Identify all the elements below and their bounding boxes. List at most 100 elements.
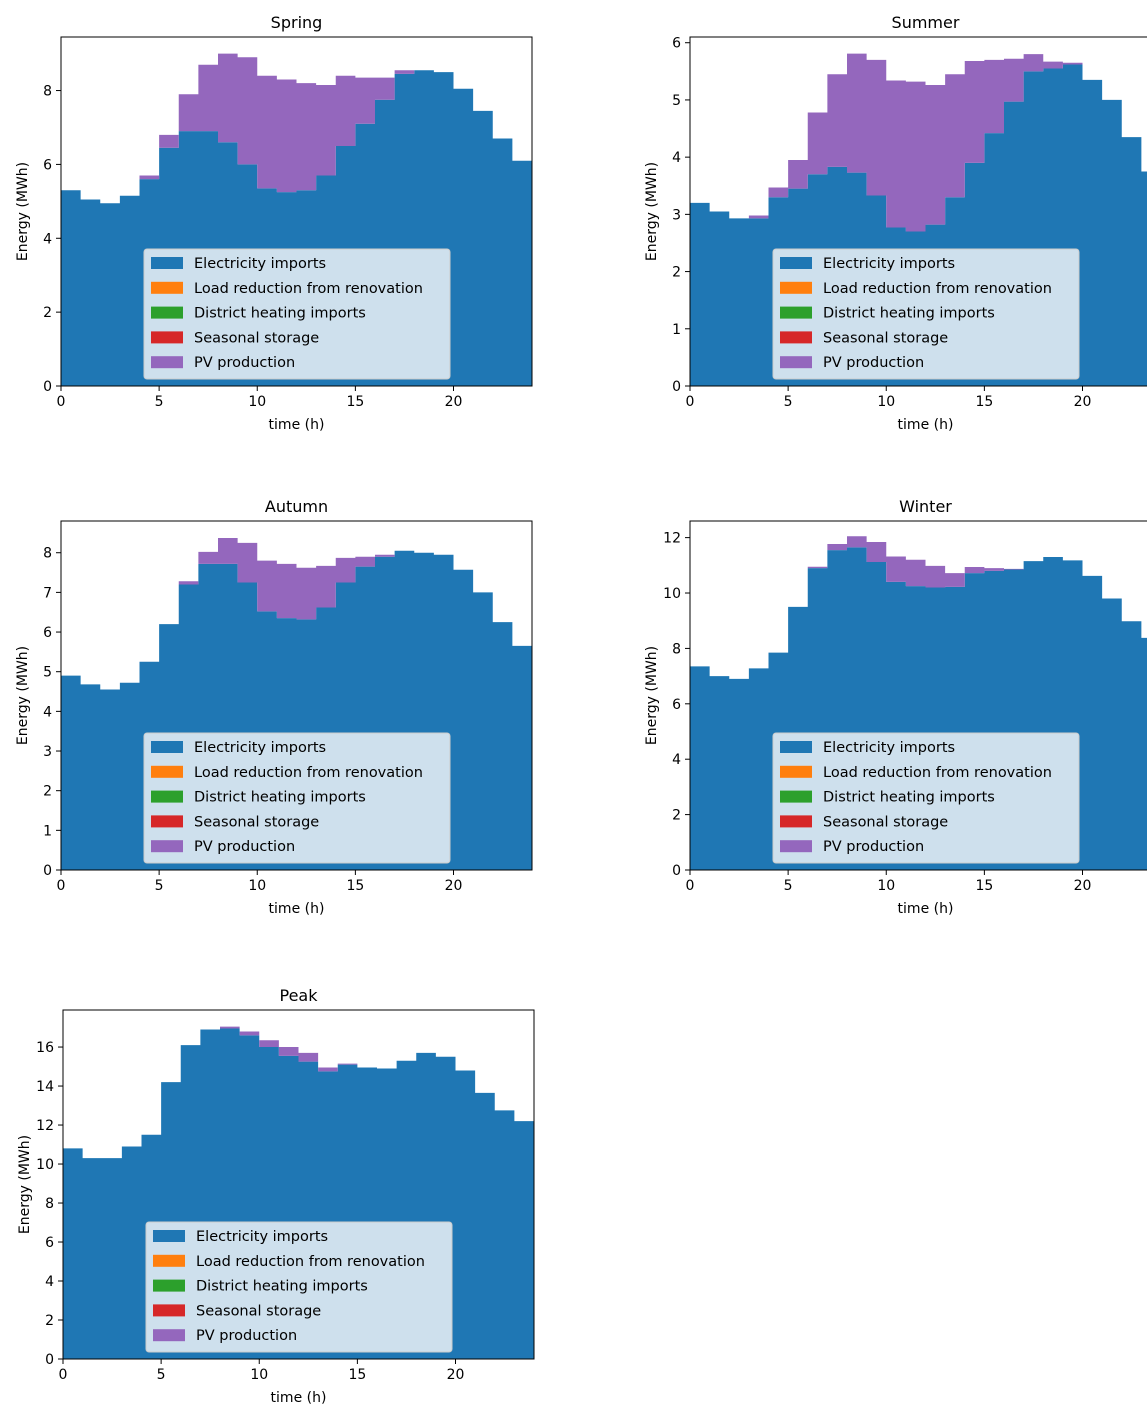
y-tick-label: 6 [43,625,52,641]
legend-label-0: Electricity imports [194,740,326,756]
legend-label-4: PV production [196,1328,297,1344]
legend-swatch-3 [780,331,812,344]
y-tick-label: 2 [45,1313,54,1329]
y-axis-label: Energy (MWh) [644,646,660,745]
legend-swatch-1 [151,281,183,294]
y-tick-label: 1 [672,322,681,338]
legend-label-2: District heating imports [194,306,366,322]
legend-label-2: District heating imports [823,306,995,322]
chart-panel-winter: 0 5 10 15 20 0 2 4 6 8 10 12 Winter time (h) Energy (M… [644,497,1147,917]
y-tick-label: 14 [36,1079,54,1095]
legend-swatch-4 [151,840,183,853]
x-tick-label: 15 [975,878,993,894]
legend-label-0: Electricity imports [196,1229,328,1245]
legend-swatch-2 [780,790,812,803]
y-tick-label: 4 [43,231,52,247]
x-axis-label: time (h) [269,901,325,917]
x-tick-label: 5 [155,394,164,410]
x-axis-label: time (h) [898,901,954,917]
y-tick-label: 2 [672,265,681,281]
y-tick-label: 8 [45,1196,54,1212]
legend-swatch-3 [780,815,812,828]
legend-swatch-2 [151,790,183,803]
legend-label-4: PV production [823,839,924,855]
legend: Electricity imports Load reduction from r… [772,248,1080,380]
y-tick-label: 8 [43,546,52,562]
legend-swatch-0 [780,257,812,269]
y-tick-label: 0 [672,379,681,395]
chart-panel-peak: 0 5 10 15 20 0 2 4 6 8 10 12 14 16 Peak time (h) Energy … [17,986,535,1406]
chart-title: Summer [892,13,960,32]
chart-panel-autumn: 0 5 10 15 20 0 1 2 3 4 5 6 7 8 Autumn time (h) Energy (M… [15,497,533,917]
x-tick-label: 10 [877,878,895,894]
axes-frame [62,1009,535,1360]
chart-title: Spring [271,13,323,32]
legend-swatch-3 [151,815,183,828]
legend-label-3: Seasonal storage [823,330,948,346]
chart-title: Autumn [265,497,328,516]
legend-label-4: PV production [194,839,295,855]
x-tick-label: 0 [59,1367,68,1383]
legend-label-0: Electricity imports [823,740,955,756]
x-tick-label: 10 [250,1367,268,1383]
x-tick-label: 10 [248,878,266,894]
chart-panel-summer: 0 5 10 15 20 0 1 2 3 4 5 6 Summer time (h) Energy (MWh… [644,13,1147,433]
legend-label-1: Load reduction from renovation [196,1254,425,1270]
legend-swatch-4 [780,356,812,369]
x-tick-label: 0 [57,878,66,894]
x-tick-label: 5 [157,1367,166,1383]
legend-box [772,248,1080,380]
y-tick-label: 16 [36,1040,54,1056]
legend-box [145,1221,453,1353]
legend-swatch-3 [153,1304,185,1317]
y-tick-label: 6 [672,697,681,713]
legend-swatch-0 [151,741,183,753]
legend: Electricity imports Load reduction from r… [143,732,451,864]
y-axis-label: Energy (MWh) [644,162,660,261]
legend-swatch-1 [780,281,812,294]
legend-label-1: Load reduction from renovation [823,765,1052,781]
y-tick-label: 5 [672,93,681,109]
y-tick-label: 2 [672,808,681,824]
x-tick-label: 20 [447,1367,465,1383]
legend-label-2: District heating imports [823,790,995,806]
y-tick-label: 4 [45,1274,54,1290]
legend-label-1: Load reduction from renovation [194,765,423,781]
y-axis-label: Energy (MWh) [17,1135,33,1234]
x-axis-label: time (h) [271,1390,327,1406]
legend-swatch-4 [153,1329,185,1342]
x-axis-label: time (h) [898,417,954,433]
x-tick-label: 15 [346,394,364,410]
legend-label-0: Electricity imports [194,256,326,272]
legend-box [772,732,1080,864]
y-tick-label: 5 [43,665,52,681]
axes-frame [689,36,1147,387]
legend-label-1: Load reduction from renovation [823,281,1052,297]
y-tick-label: 0 [672,863,681,879]
y-tick-label: 8 [43,84,52,100]
legend-label-3: Seasonal storage [196,1303,321,1319]
chart-title: Winter [899,497,952,516]
y-tick-label: 4 [672,752,681,768]
y-tick-label: 3 [672,207,681,223]
y-tick-label: 4 [43,704,52,720]
legend-swatch-2 [153,1279,185,1292]
legend-label-4: PV production [823,355,924,371]
area-series-4 [63,1026,534,1159]
legend-swatch-2 [151,306,183,319]
y-tick-label: 0 [45,1352,54,1368]
legend-swatch-4 [780,840,812,853]
y-tick-label: 8 [672,641,681,657]
x-tick-label: 10 [877,394,895,410]
legend-swatch-3 [151,331,183,344]
x-tick-label: 20 [1074,878,1092,894]
legend-swatch-1 [153,1254,185,1267]
legend-swatch-0 [153,1230,185,1242]
legend-swatch-0 [780,741,812,753]
x-tick-label: 20 [445,394,463,410]
legend-label-3: Seasonal storage [823,814,948,830]
area-series-4 [61,53,532,204]
y-tick-label: 1 [43,823,52,839]
x-tick-label: 20 [445,878,463,894]
